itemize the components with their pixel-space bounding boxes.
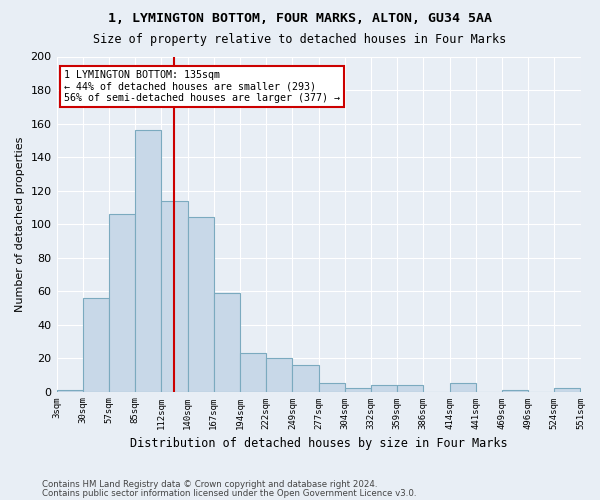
Bar xyxy=(240,353,266,392)
Bar xyxy=(449,383,476,392)
Bar xyxy=(56,390,83,392)
Bar xyxy=(397,385,424,392)
Text: 1, LYMINGTON BOTTOM, FOUR MARKS, ALTON, GU34 5AA: 1, LYMINGTON BOTTOM, FOUR MARKS, ALTON, … xyxy=(108,12,492,26)
X-axis label: Distribution of detached houses by size in Four Marks: Distribution of detached houses by size … xyxy=(130,437,508,450)
Bar xyxy=(502,390,528,392)
Bar xyxy=(371,385,397,392)
Bar xyxy=(109,214,135,392)
Bar xyxy=(188,218,214,392)
Bar xyxy=(214,292,240,392)
Text: Size of property relative to detached houses in Four Marks: Size of property relative to detached ho… xyxy=(94,32,506,46)
Bar xyxy=(319,383,345,392)
Bar xyxy=(161,200,188,392)
Text: Contains HM Land Registry data © Crown copyright and database right 2024.: Contains HM Land Registry data © Crown c… xyxy=(42,480,377,489)
Bar xyxy=(554,388,580,392)
Bar xyxy=(345,388,371,392)
Y-axis label: Number of detached properties: Number of detached properties xyxy=(15,136,25,312)
Text: Contains public sector information licensed under the Open Government Licence v3: Contains public sector information licen… xyxy=(42,488,416,498)
Bar xyxy=(292,365,319,392)
Bar xyxy=(83,298,109,392)
Bar xyxy=(266,358,292,392)
Text: 1 LYMINGTON BOTTOM: 135sqm
← 44% of detached houses are smaller (293)
56% of sem: 1 LYMINGTON BOTTOM: 135sqm ← 44% of deta… xyxy=(64,70,340,103)
Bar xyxy=(135,130,161,392)
